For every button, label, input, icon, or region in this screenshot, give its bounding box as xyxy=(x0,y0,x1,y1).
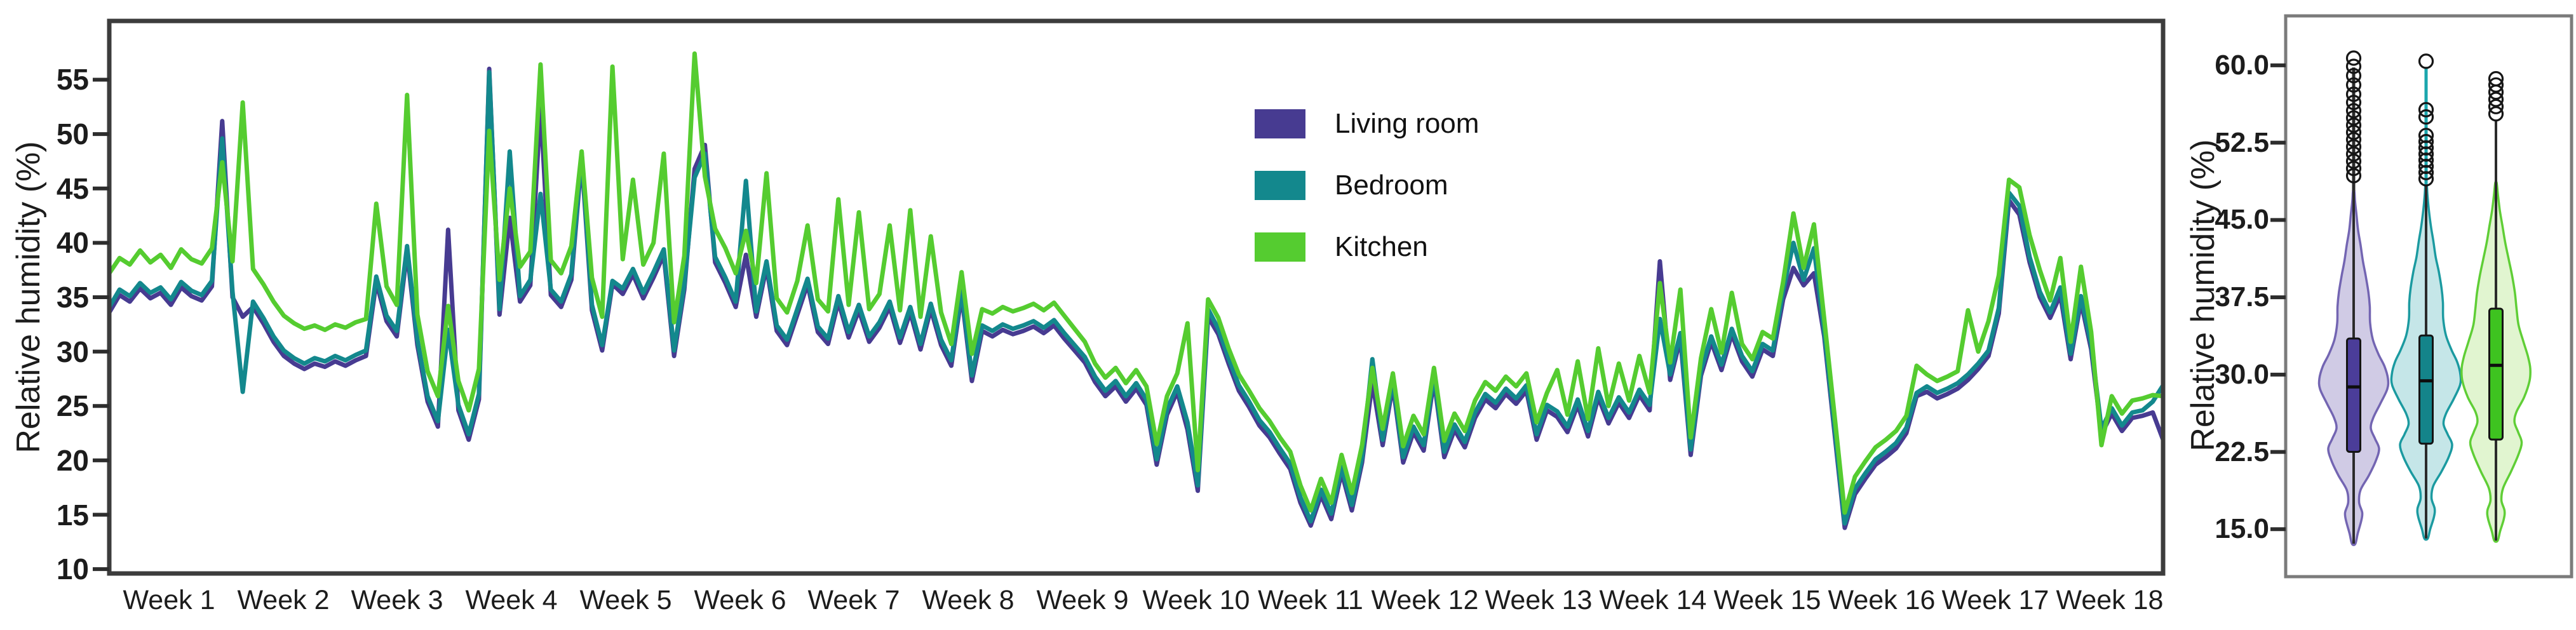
legend: Living room Bedroom Kitchen xyxy=(1255,109,1479,294)
outlier-point xyxy=(2345,67,2362,84)
legend-label-living-room: Living room xyxy=(1335,108,1480,139)
outlier-point xyxy=(2418,53,2434,69)
outlier-point xyxy=(2418,152,2434,168)
box-bedroom xyxy=(2418,334,2434,445)
violin-y-tick-label: 52.5 xyxy=(2215,127,2269,158)
violin-y-tick-label: 30.0 xyxy=(2215,359,2269,390)
outlier-point xyxy=(2345,77,2362,93)
x-tick-label: Week 4 xyxy=(465,585,558,615)
x-tick-label: Week 13 xyxy=(1485,585,1593,615)
box-living-room xyxy=(2346,337,2361,453)
legend-swatch-living-room xyxy=(1255,109,1305,138)
legend-label-bedroom: Bedroom xyxy=(1335,170,1448,201)
x-tick-label: Week 5 xyxy=(579,585,672,615)
legend-item-kitchen: Kitchen xyxy=(1255,232,1479,262)
main-y-tick-label: 10 xyxy=(56,553,89,586)
outlier-point xyxy=(2488,70,2504,87)
legend-swatch-bedroom xyxy=(1255,171,1305,200)
outlier-point xyxy=(2345,124,2362,140)
violin-y-tick-label: 45.0 xyxy=(2215,204,2269,235)
outlier-point xyxy=(2345,146,2362,162)
outlier-point xyxy=(2488,98,2504,114)
legend-item-bedroom: Bedroom xyxy=(1255,171,1479,200)
main-y-tick-label: 15 xyxy=(56,499,89,532)
x-tick-label: Week 3 xyxy=(351,585,443,615)
main-y-tick-label: 55 xyxy=(56,63,89,96)
outlier-point xyxy=(2345,131,2362,147)
outlier-point xyxy=(2345,110,2362,126)
violin-y-tick-label: 60.0 xyxy=(2215,50,2269,81)
x-tick-label: Week 12 xyxy=(1371,585,1479,615)
outlier-point xyxy=(2488,106,2504,122)
outlier-point xyxy=(2488,91,2504,107)
violin-y-tick-label: 15.0 xyxy=(2215,513,2269,544)
x-tick-label: Week 17 xyxy=(1941,585,2049,615)
x-tick-label: Week 18 xyxy=(2056,585,2164,615)
series-line-kitchen xyxy=(107,51,2166,515)
outlier-point xyxy=(2345,86,2362,102)
outlier-point xyxy=(2345,95,2362,111)
legend-swatch-kitchen xyxy=(1255,232,1305,262)
x-tick-label: Week 15 xyxy=(1713,585,1821,615)
x-tick-label: Week 2 xyxy=(237,585,330,615)
violin-y-tick-label: 22.5 xyxy=(2215,436,2269,467)
main-y-tick-label: 35 xyxy=(56,281,89,314)
x-tick-label: Week 8 xyxy=(922,585,1015,615)
outlier-point xyxy=(2418,102,2434,117)
x-tick-label: Week 7 xyxy=(807,585,900,615)
main-y-tick-label: 45 xyxy=(56,172,89,205)
outlier-point xyxy=(2345,153,2362,169)
x-tick-label: Week 1 xyxy=(123,585,215,615)
outlier-point xyxy=(2345,161,2362,177)
outlier-point xyxy=(2418,133,2434,150)
x-tick-label: Week 11 xyxy=(1258,585,1363,615)
main-y-tick-label: 40 xyxy=(56,226,89,259)
outlier-point xyxy=(2345,139,2362,155)
outlier-point xyxy=(2418,109,2434,125)
x-tick-label: Week 10 xyxy=(1142,585,1250,615)
violin-kitchen xyxy=(2460,70,2532,543)
outlier-point xyxy=(2345,58,2362,74)
violin-living-room xyxy=(2317,50,2390,546)
outlier-point xyxy=(2345,103,2362,119)
violin-y-tick-label: 37.5 xyxy=(2215,281,2269,312)
outlier-point xyxy=(2488,77,2504,93)
box-kitchen xyxy=(2488,307,2504,441)
outlier-point xyxy=(2345,117,2362,133)
outlier-point xyxy=(2418,128,2434,144)
x-tick-label: Week 16 xyxy=(1828,585,1936,615)
main-y-tick-label: 30 xyxy=(56,335,89,368)
x-tick-label: Week 14 xyxy=(1599,585,1707,615)
legend-item-living-room: Living room xyxy=(1255,109,1479,138)
main-y-tick-label: 20 xyxy=(56,444,89,477)
outlier-point xyxy=(2345,50,2362,66)
violin-bedroom xyxy=(2390,53,2462,541)
main-y-tick-label: 50 xyxy=(56,117,89,151)
x-tick-label: Week 9 xyxy=(1036,585,1129,615)
legend-label-kitchen: Kitchen xyxy=(1335,231,1428,262)
outlier-point xyxy=(2345,168,2362,184)
main-y-tick-label: 25 xyxy=(56,389,89,422)
x-tick-label: Week 6 xyxy=(694,585,786,615)
